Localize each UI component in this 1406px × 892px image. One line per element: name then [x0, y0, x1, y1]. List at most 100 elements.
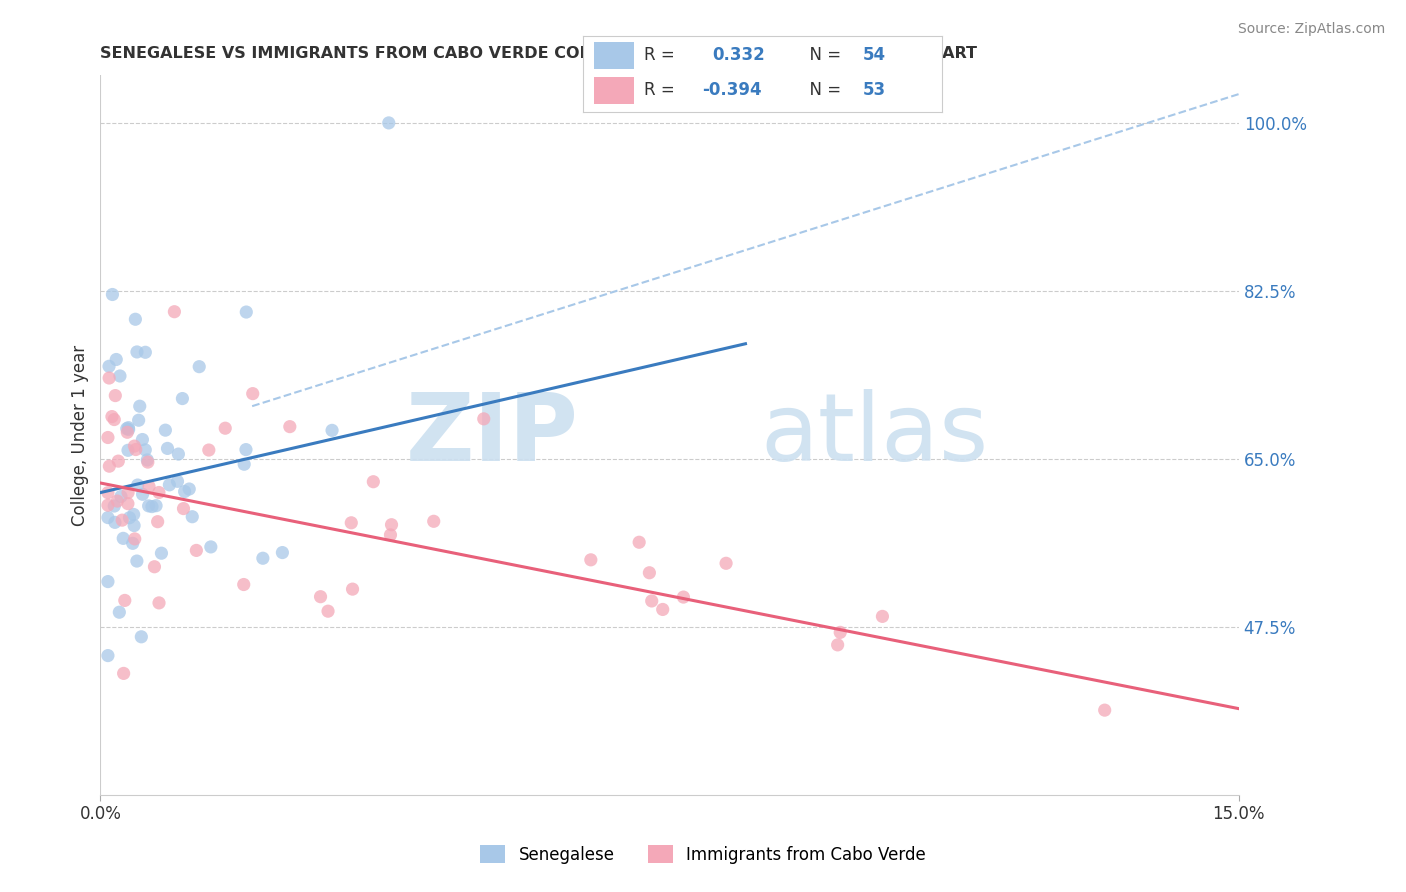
Point: [125, 554, 148, 568]
Text: R =: R =: [644, 46, 686, 64]
Point: [166, 475, 188, 489]
Legend: Senegalese, Immigrants from Cabo Verde: Senegalese, Immigrants from Cabo Verde: [474, 838, 932, 871]
Point: [122, 508, 145, 522]
Point: [143, 559, 166, 574]
Point: [150, 546, 173, 560]
Point: [278, 419, 301, 434]
Point: [125, 345, 148, 359]
Point: [114, 593, 136, 607]
Point: [172, 392, 194, 406]
Point: [134, 345, 156, 359]
Point: [235, 442, 257, 457]
Point: [136, 453, 159, 467]
Point: [131, 433, 153, 447]
Point: [145, 499, 167, 513]
Point: [340, 516, 363, 530]
Point: [117, 420, 139, 434]
Point: [98, 359, 121, 374]
Point: [103, 499, 125, 513]
Point: [200, 540, 222, 554]
Point: [112, 532, 135, 546]
Point: [872, 609, 894, 624]
Point: [97, 574, 120, 589]
Point: [121, 536, 143, 550]
Point: [124, 439, 146, 453]
Point: [186, 543, 208, 558]
Point: [827, 638, 849, 652]
FancyBboxPatch shape: [595, 42, 634, 69]
Point: [181, 509, 204, 524]
Text: atlas: atlas: [761, 389, 988, 481]
Point: [173, 501, 195, 516]
Point: [107, 454, 129, 468]
Point: [235, 305, 257, 319]
Point: [214, 421, 236, 435]
Point: [628, 535, 651, 549]
Point: [146, 515, 169, 529]
Point: [198, 443, 221, 458]
Point: [110, 490, 132, 504]
Text: 0.332: 0.332: [713, 46, 765, 64]
Point: [131, 630, 153, 644]
Point: [651, 602, 673, 616]
Point: [188, 359, 211, 374]
Point: [179, 482, 201, 496]
Point: [148, 485, 170, 500]
Point: [97, 510, 120, 524]
Point: [108, 369, 131, 384]
Point: [98, 459, 121, 474]
Text: 54: 54: [863, 46, 886, 64]
Point: [422, 514, 444, 528]
Text: -0.394: -0.394: [702, 81, 762, 99]
Point: [163, 304, 186, 318]
Point: [104, 516, 127, 530]
Point: [134, 442, 156, 457]
Point: [1094, 703, 1116, 717]
Point: [242, 386, 264, 401]
Point: [98, 371, 121, 385]
Point: [117, 422, 139, 436]
Point: [232, 577, 254, 591]
Point: [363, 475, 385, 489]
Text: SENEGALESE VS IMMIGRANTS FROM CABO VERDE COLLEGE, UNDER 1 YEAR CORRELATION CHART: SENEGALESE VS IMMIGRANTS FROM CABO VERDE…: [100, 46, 977, 62]
Point: [342, 582, 364, 596]
Point: [103, 412, 125, 426]
Point: [233, 457, 256, 471]
Point: [271, 545, 294, 559]
Text: N =: N =: [799, 81, 846, 99]
Point: [117, 443, 139, 458]
Point: [136, 455, 159, 469]
Point: [118, 510, 141, 524]
Point: [141, 500, 163, 514]
Point: [321, 423, 343, 437]
Point: [380, 517, 402, 532]
Point: [138, 499, 160, 513]
Point: [128, 399, 150, 413]
Point: [117, 497, 139, 511]
Point: [641, 594, 664, 608]
Point: [830, 625, 852, 640]
Point: [117, 485, 139, 500]
Point: [105, 352, 128, 367]
FancyBboxPatch shape: [595, 77, 634, 104]
Point: [101, 287, 124, 301]
Point: [128, 413, 150, 427]
Point: [108, 605, 131, 619]
Point: [138, 479, 160, 493]
Point: [97, 498, 120, 512]
Point: [97, 485, 120, 500]
Point: [309, 590, 332, 604]
Point: [122, 518, 145, 533]
Point: [148, 596, 170, 610]
Text: ZIP: ZIP: [405, 389, 578, 481]
Point: [125, 442, 148, 457]
Point: [714, 556, 737, 570]
Point: [117, 425, 139, 440]
Point: [380, 528, 402, 542]
Point: [97, 430, 120, 444]
Point: [124, 532, 146, 546]
Text: 53: 53: [863, 81, 886, 99]
Point: [156, 442, 179, 456]
Point: [112, 666, 135, 681]
Point: [124, 312, 146, 326]
